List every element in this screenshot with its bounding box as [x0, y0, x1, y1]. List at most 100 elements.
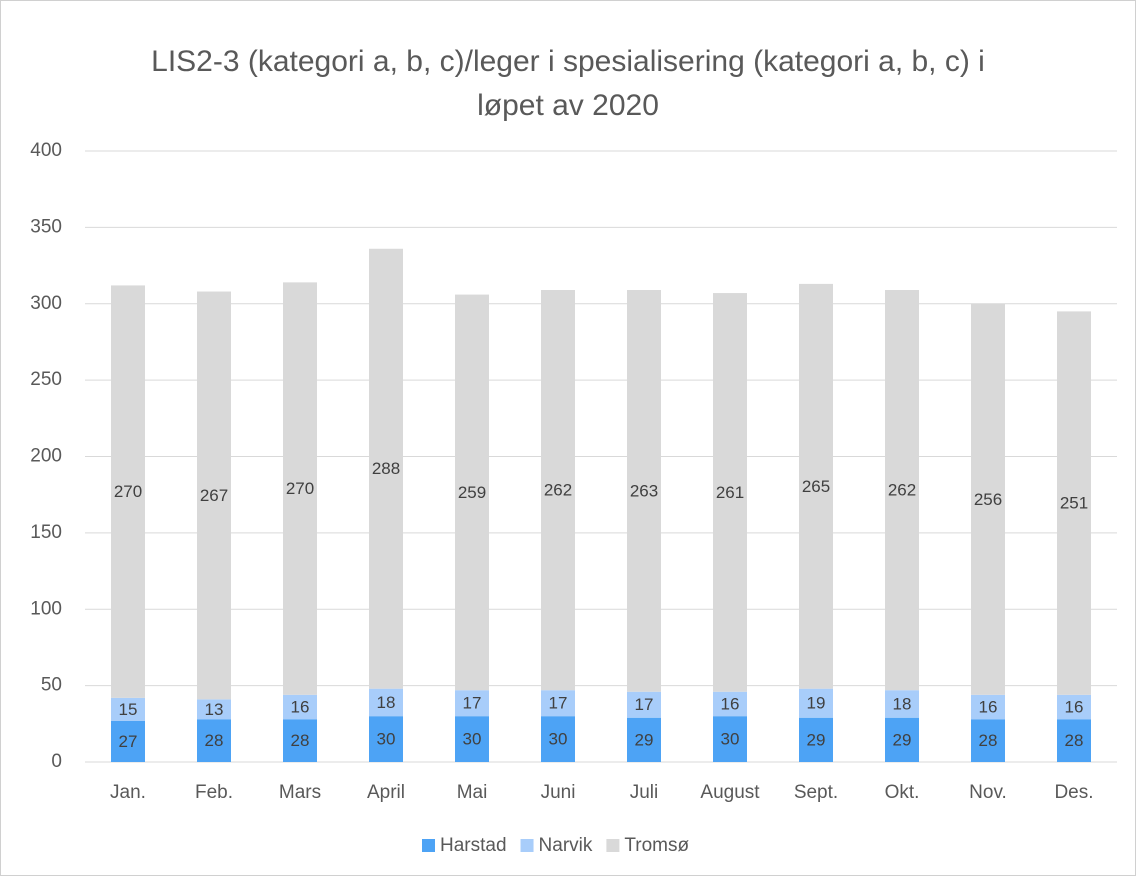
bar-segment: [971, 694, 1005, 720]
data-label: 251: [1060, 494, 1088, 513]
y-tick-label: 200: [30, 446, 62, 467]
bar-segment: [369, 248, 403, 689]
bar-segment: [541, 690, 575, 717]
legend-label: Harstad: [440, 835, 507, 856]
x-tick-label: Mars: [279, 782, 321, 803]
legend-label: Narvik: [539, 835, 593, 856]
y-tick-label: 350: [30, 216, 62, 237]
data-label: 30: [721, 730, 740, 749]
bar-segment: [111, 720, 145, 762]
x-tick-label: Mai: [457, 782, 488, 803]
data-label: 30: [549, 730, 568, 749]
data-label: 16: [979, 697, 998, 716]
bar-segment: [197, 699, 231, 720]
bar-segment: [799, 717, 833, 762]
bar-segment: [541, 716, 575, 762]
bar-segment: [713, 293, 747, 692]
data-label: 29: [893, 730, 912, 749]
bar-segment: [541, 290, 575, 691]
data-label: 19: [807, 694, 826, 713]
data-label: 265: [802, 477, 830, 496]
data-label: 262: [544, 481, 572, 500]
data-label: 267: [200, 486, 228, 505]
bar-segment: [627, 717, 661, 762]
data-label: 288: [372, 459, 400, 478]
data-label: 261: [716, 483, 744, 502]
legend-label: Tromsø: [624, 835, 689, 856]
bar-segment: [885, 690, 919, 718]
data-label: 17: [549, 694, 568, 713]
data-label: 27: [119, 732, 138, 751]
data-label: 28: [979, 731, 998, 750]
bar-segment: [627, 290, 661, 692]
data-label: 17: [463, 694, 482, 713]
bar-segment: [111, 285, 145, 698]
data-label: 28: [205, 731, 224, 750]
bar-segment: [1057, 311, 1091, 695]
data-label: 270: [114, 482, 142, 501]
x-tick-label: Feb.: [195, 782, 233, 803]
x-tick-label: Juni: [541, 782, 576, 803]
bar-segment: [455, 716, 489, 762]
x-tick-label: Des.: [1054, 782, 1093, 803]
legend-swatch: [606, 839, 620, 852]
y-tick-label: 0: [51, 751, 62, 772]
bar-segment: [713, 716, 747, 762]
y-tick-label: 100: [30, 598, 62, 619]
x-tick-label: August: [700, 782, 760, 803]
bar-segment: [627, 691, 661, 718]
data-label: 18: [377, 693, 396, 712]
bar-segment: [885, 717, 919, 762]
legend-swatch: [520, 839, 534, 852]
chart-title: LIS2-3 (kategori a, b, c)/leger i spesia…: [151, 45, 985, 122]
bar-segment: [1057, 694, 1091, 720]
bar-segment: [283, 694, 317, 720]
data-label: 270: [286, 479, 314, 498]
data-label: 16: [1065, 697, 1084, 716]
bar-segment: [283, 282, 317, 695]
bar-segment: [1057, 719, 1091, 762]
bar-segment: [111, 697, 145, 721]
bar-segment: [971, 719, 1005, 762]
y-tick-label: 300: [30, 293, 62, 314]
bar-segment: [799, 283, 833, 689]
data-label: 30: [463, 730, 482, 749]
data-label: 29: [807, 730, 826, 749]
data-label: 30: [377, 730, 396, 749]
data-label: 259: [458, 483, 486, 502]
legend-swatch: [422, 839, 435, 852]
data-label: 28: [291, 731, 310, 750]
data-label: 263: [630, 481, 658, 500]
y-tick-label: 150: [30, 522, 62, 543]
data-label: 16: [721, 694, 740, 713]
data-label: 15: [119, 700, 138, 719]
y-tick-label: 50: [41, 675, 62, 696]
data-label: 262: [888, 481, 916, 500]
bar-segment: [197, 291, 231, 700]
x-tick-label: Okt.: [885, 782, 920, 803]
x-tick-label: Sept.: [794, 782, 838, 803]
bar-segment: [455, 690, 489, 717]
bar-segment: [885, 290, 919, 691]
data-label: 13: [205, 700, 224, 719]
data-label: 16: [291, 697, 310, 716]
y-tick-label: 250: [30, 369, 62, 390]
x-tick-label: Juli: [630, 782, 659, 803]
bar-segment: [455, 294, 489, 691]
x-tick-label: Jan.: [110, 782, 146, 803]
x-tick-label: Nov.: [969, 782, 1007, 803]
bar-segment: [713, 691, 747, 717]
data-label: 18: [893, 694, 912, 713]
bar-segment: [799, 688, 833, 718]
data-label: 17: [635, 695, 654, 714]
data-label: 256: [974, 490, 1002, 509]
bar-segment: [283, 719, 317, 762]
data-label: 29: [635, 730, 654, 749]
bar-segment: [971, 303, 1005, 695]
y-tick-label: 400: [30, 140, 62, 161]
bar-segment: [197, 719, 231, 762]
bar-segment: [369, 716, 403, 762]
bar-segment: [369, 688, 403, 717]
